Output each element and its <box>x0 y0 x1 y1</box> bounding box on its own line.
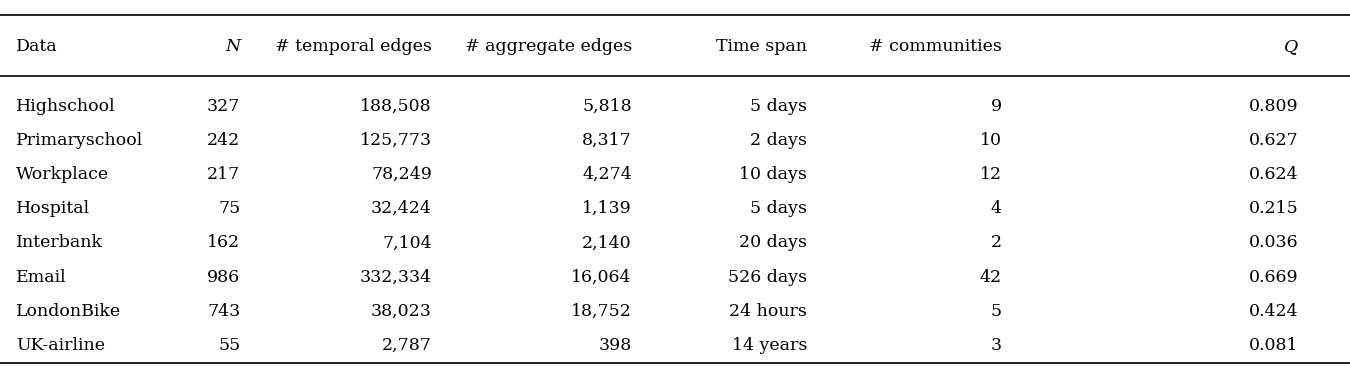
Text: 10 days: 10 days <box>740 166 807 183</box>
Text: 2,787: 2,787 <box>382 337 432 354</box>
Text: 4: 4 <box>991 200 1002 217</box>
Text: 2: 2 <box>991 234 1002 251</box>
Text: 5: 5 <box>991 303 1002 320</box>
Text: Workplace: Workplace <box>16 166 109 183</box>
Text: 78,249: 78,249 <box>371 166 432 183</box>
Text: Highschool: Highschool <box>16 97 116 115</box>
Text: 7,104: 7,104 <box>382 234 432 251</box>
Text: 188,508: 188,508 <box>360 97 432 115</box>
Text: 5 days: 5 days <box>751 200 807 217</box>
Text: 0.624: 0.624 <box>1249 166 1299 183</box>
Text: 14 years: 14 years <box>732 337 807 354</box>
Text: # temporal edges: # temporal edges <box>275 38 432 55</box>
Text: 16,064: 16,064 <box>571 269 632 286</box>
Text: 332,334: 332,334 <box>360 269 432 286</box>
Text: 55: 55 <box>219 337 240 354</box>
Text: 526 days: 526 days <box>728 269 807 286</box>
Text: 0.215: 0.215 <box>1249 200 1299 217</box>
Text: 4,274: 4,274 <box>582 166 632 183</box>
Text: 3: 3 <box>991 337 1002 354</box>
Text: 162: 162 <box>207 234 240 251</box>
Text: 10: 10 <box>980 132 1002 149</box>
Text: 18,752: 18,752 <box>571 303 632 320</box>
Text: 1,139: 1,139 <box>582 200 632 217</box>
Text: N: N <box>225 38 240 55</box>
Text: Email: Email <box>16 269 68 286</box>
Text: Time span: Time span <box>717 38 807 55</box>
Text: 0.627: 0.627 <box>1249 132 1299 149</box>
Text: Primaryschool: Primaryschool <box>16 132 143 149</box>
Text: Data: Data <box>16 38 58 55</box>
Text: 8,317: 8,317 <box>582 132 632 149</box>
Text: UK-airline: UK-airline <box>16 337 105 354</box>
Text: 743: 743 <box>207 303 240 320</box>
Text: 0.424: 0.424 <box>1249 303 1299 320</box>
Text: 20 days: 20 days <box>740 234 807 251</box>
Text: LondonBike: LondonBike <box>16 303 122 320</box>
Text: 125,773: 125,773 <box>360 132 432 149</box>
Text: 0.036: 0.036 <box>1249 234 1299 251</box>
Text: 0.809: 0.809 <box>1249 97 1299 115</box>
Text: Interbank: Interbank <box>16 234 103 251</box>
Text: 38,023: 38,023 <box>371 303 432 320</box>
Text: 12: 12 <box>980 166 1002 183</box>
Text: 5,818: 5,818 <box>582 97 632 115</box>
Text: 5 days: 5 days <box>751 97 807 115</box>
Text: 0.669: 0.669 <box>1249 269 1299 286</box>
Text: 24 hours: 24 hours <box>729 303 807 320</box>
Text: 398: 398 <box>598 337 632 354</box>
Text: Hospital: Hospital <box>16 200 90 217</box>
Text: 2 days: 2 days <box>751 132 807 149</box>
Text: # communities: # communities <box>869 38 1002 55</box>
Text: Q: Q <box>1284 38 1299 55</box>
Text: 217: 217 <box>207 166 240 183</box>
Text: # aggregate edges: # aggregate edges <box>464 38 632 55</box>
Text: 327: 327 <box>207 97 240 115</box>
Text: 9: 9 <box>991 97 1002 115</box>
Text: 986: 986 <box>207 269 240 286</box>
Text: 75: 75 <box>219 200 240 217</box>
Text: 0.081: 0.081 <box>1249 337 1299 354</box>
Text: 32,424: 32,424 <box>371 200 432 217</box>
Text: 242: 242 <box>207 132 240 149</box>
Text: 2,140: 2,140 <box>582 234 632 251</box>
Text: 42: 42 <box>980 269 1002 286</box>
